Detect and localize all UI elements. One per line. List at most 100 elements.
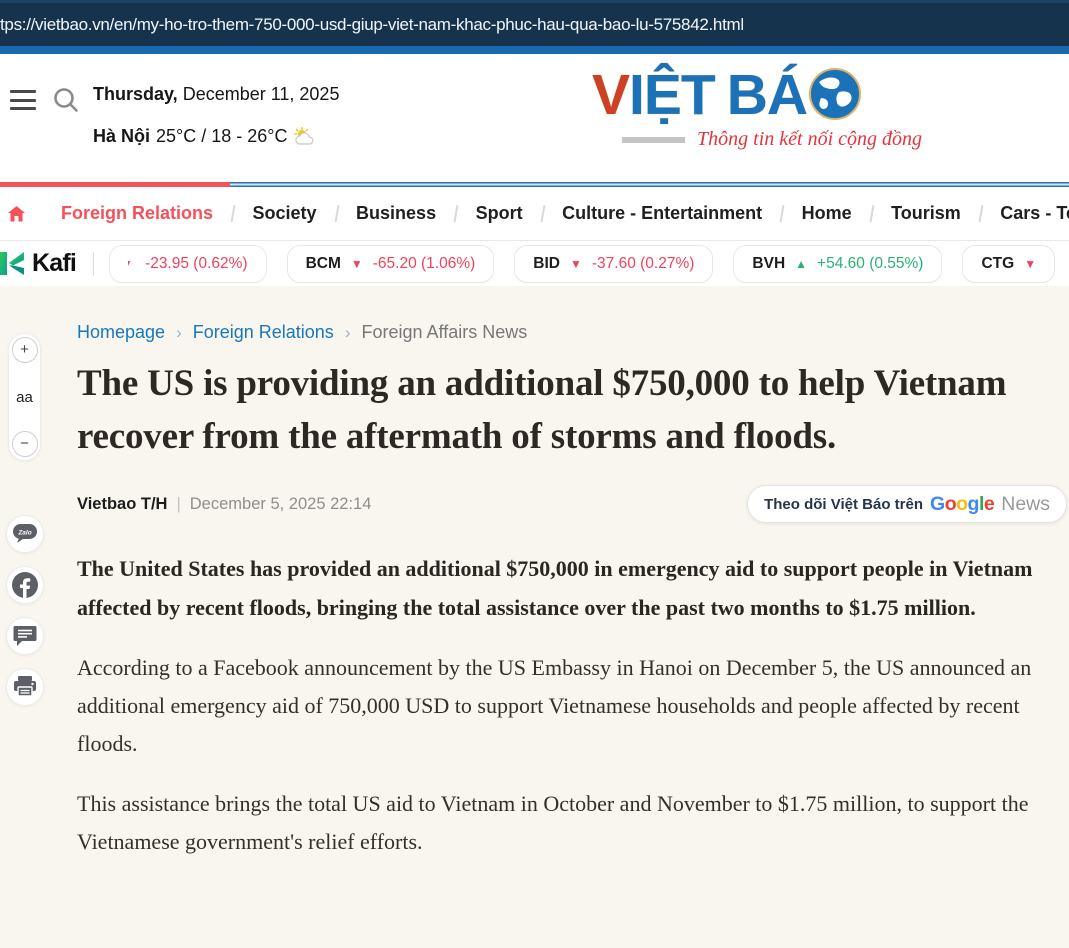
- ticker-symbol: CTG: [981, 254, 1015, 272]
- accent-strip: [0, 46, 1069, 54]
- article-toolbar: + aa − Zalo: [6, 333, 50, 706]
- article-paragraph: This assistance brings the total US aid …: [77, 791, 1029, 854]
- nav-item-home[interactable]: Home: [801, 203, 852, 223]
- nav-item-foreign-relations[interactable]: Foreign Relations: [61, 203, 214, 223]
- google-letter: G: [930, 492, 945, 515]
- ticker-pill-BCM[interactable]: BCM ▼ -65.20 (1.06%): [286, 244, 495, 283]
- facebook-share-button[interactable]: [6, 566, 44, 604]
- breadcrumb-separator: ›: [344, 322, 351, 342]
- ticker-pill-BID[interactable]: BID ▼ -37.60 (0.27%): [514, 244, 714, 283]
- breadcrumb-separator: ›: [176, 322, 182, 342]
- ticker-pill-BVH[interactable]: BVH ▲ +54.60 (0.55%): [733, 244, 943, 283]
- google-letter: e: [983, 492, 995, 515]
- current-date: Thursday, December 11, 2025: [93, 84, 340, 104]
- google-letter: g: [967, 492, 980, 515]
- google-letter: o: [956, 492, 968, 515]
- logo-tagline-row: Thông tin kết nối cộng đồng: [592, 128, 922, 151]
- nav-separator: [453, 204, 459, 223]
- nav-separator: [779, 204, 785, 223]
- down-arrow-icon: ▼: [1024, 256, 1037, 271]
- city-name: Hà Nội: [93, 126, 151, 146]
- main-navigation: Foreign Relations Society Business Sport Cul…: [0, 187, 1069, 240]
- google-letter: o: [944, 492, 957, 515]
- nav-item-cars-te[interactable]: Cars - Te: [1000, 203, 1069, 223]
- article-title: The US is providing an additional $750,0…: [77, 363, 1007, 457]
- cut-down-arrow-icon: ▼: [128, 255, 135, 273]
- nav-item-society[interactable]: Society: [252, 203, 317, 223]
- google-news-follow-button[interactable]: Theo dõi Việt Báo trên Google News: [747, 485, 1067, 523]
- comments-button[interactable]: [6, 617, 44, 655]
- byline-row: Vietbao T/H | December 5, 2025 22:14 Theo …: [77, 485, 1067, 523]
- ticker-change: -65.20 (1.06%): [372, 254, 476, 272]
- ticker-symbol: BVH: [752, 254, 786, 272]
- home-icon[interactable]: [8, 205, 25, 222]
- google-logo: Google: [930, 492, 995, 516]
- comment-icon: [13, 626, 37, 646]
- globe-icon: [809, 68, 862, 120]
- divider-red-segment: [0, 182, 230, 187]
- ticker-symbol: BID: [533, 254, 560, 272]
- ticker-separator: [93, 251, 95, 276]
- author-name: Vietbao T/H: [77, 494, 168, 513]
- kafi-brand-name: Kafi: [32, 249, 77, 277]
- nav-item-sport[interactable]: Sport: [475, 203, 523, 223]
- zalo-share-button[interactable]: Zalo: [6, 515, 44, 553]
- increase-font-button[interactable]: +: [11, 337, 38, 363]
- google-letter: l: [978, 492, 984, 515]
- url-text: tps://vietbao.vn/en/my-ho-tro-them-750-0…: [0, 14, 744, 34]
- vietbao-logo[interactable]: V IỆT BÁ Thông tin kết nối cộng đồng: [592, 66, 922, 151]
- ticker-pill-partial[interactable]: ▼ -23.95 (0.62%): [109, 244, 267, 283]
- kafi-logo[interactable]: Kafi: [0, 249, 77, 278]
- nav-item-business[interactable]: Business: [356, 203, 437, 223]
- breadcrumb-foreign-affairs-news: Foreign Affairs News: [361, 322, 528, 342]
- zalo-icon: Zalo: [13, 524, 37, 543]
- up-arrow-icon: ▲: [795, 256, 808, 271]
- article-body: According to a Facebook announcement by …: [77, 649, 1067, 861]
- article-main-column: Homepage › Foreign Relations › Foreign Affai…: [77, 286, 1067, 861]
- logo-underline: [622, 136, 686, 143]
- publish-date: December 5, 2025 22:14: [189, 494, 372, 513]
- divider-blue-segment: [230, 182, 1069, 187]
- nav-separator: [978, 204, 983, 223]
- hamburger-menu-icon[interactable]: [10, 90, 36, 110]
- weather-line: Hà Nội 25°C / 18 - 26°C: [93, 126, 339, 147]
- logo-wordmark: V IỆT BÁ: [592, 66, 922, 124]
- search-icon[interactable]: [52, 86, 80, 114]
- print-button[interactable]: [6, 668, 44, 706]
- nav-separator: [230, 204, 235, 223]
- ticker-symbol: BCM: [305, 254, 341, 272]
- site-header: Thursday, December 11, 2025 Hà Nội 25°C …: [0, 54, 1069, 182]
- font-size-control: + aa −: [8, 333, 41, 461]
- browser-url-bar[interactable]: tps://vietbao.vn/en/my-ho-tro-them-750-0…: [0, 0, 1069, 46]
- article-page: + aa − Zalo: [0, 286, 1069, 948]
- font-size-label: aa: [16, 388, 33, 406]
- article-paragraph: According to a Facebook announcement by …: [77, 655, 1032, 756]
- logo-tagline: Thông tin kết nối cộng đồng: [697, 128, 922, 150]
- facebook-icon: [12, 572, 38, 598]
- ticker-pill-CTG[interactable]: CTG ▼: [962, 244, 1056, 283]
- ticker-pill-list: ▼ -23.95 (0.62%) BCM ▼ -65.20 (1.06%) BID ▼ -37…: [109, 244, 1069, 283]
- breadcrumb: Homepage › Foreign Relations › Foreign Affai…: [77, 322, 1067, 343]
- stock-ticker-bar: Kafi ▼ -23.95 (0.62%) BCM ▼ -65.20 (1.06%) BI…: [0, 240, 1069, 286]
- breadcrumb-homepage[interactable]: Homepage: [77, 322, 166, 342]
- temperature: 25°C / 18 - 26°C: [156, 126, 288, 146]
- nav-item-tourism[interactable]: Tourism: [891, 203, 961, 223]
- decrease-font-button[interactable]: −: [11, 431, 38, 457]
- google-news-label: News: [1001, 492, 1050, 515]
- nav-separator: [334, 204, 339, 223]
- nav-item-culture-entertainment[interactable]: Culture - Entertainment: [562, 203, 763, 223]
- svg-text:Zalo: Zalo: [17, 530, 31, 537]
- article-lede: The United States has provided an additi…: [77, 556, 1033, 620]
- ticker-change: -37.60 (0.27%): [591, 254, 695, 272]
- nav-separator: [869, 204, 874, 223]
- print-icon: [14, 676, 36, 697]
- down-arrow-icon: ▼: [350, 256, 363, 271]
- nav-separator: [540, 204, 545, 223]
- breadcrumb-foreign-relations[interactable]: Foreign Relations: [192, 322, 334, 342]
- byline: Vietbao T/H | December 5, 2025 22:14: [77, 494, 372, 513]
- kafi-k-icon: [0, 252, 24, 275]
- sun-cloud-weather-icon: [294, 126, 314, 145]
- down-arrow-icon: ▼: [570, 256, 582, 271]
- ticker-change: -23.95 (0.62%): [145, 254, 248, 272]
